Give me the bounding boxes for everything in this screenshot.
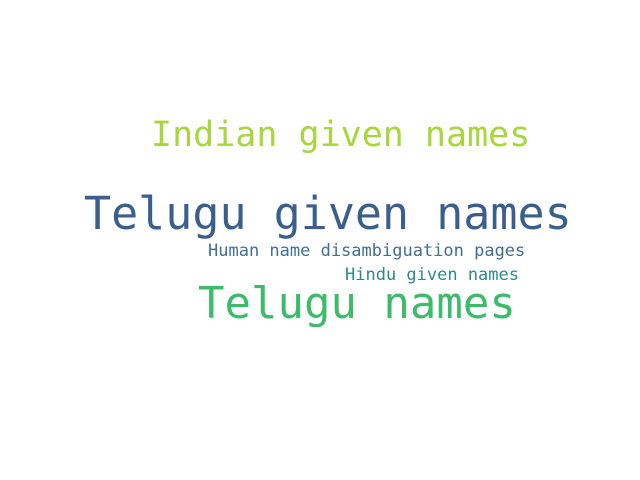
- word-telugu-given-names: Telugu given names: [84, 187, 572, 240]
- word-indian-given-names: Indian given names: [151, 115, 531, 155]
- word-telugu-names: Telugu names: [198, 278, 516, 329]
- word-hindu-given-names: Hindu given names: [345, 265, 519, 285]
- word-human-name-disambiguation-pages: Human name disambiguation pages: [208, 241, 526, 261]
